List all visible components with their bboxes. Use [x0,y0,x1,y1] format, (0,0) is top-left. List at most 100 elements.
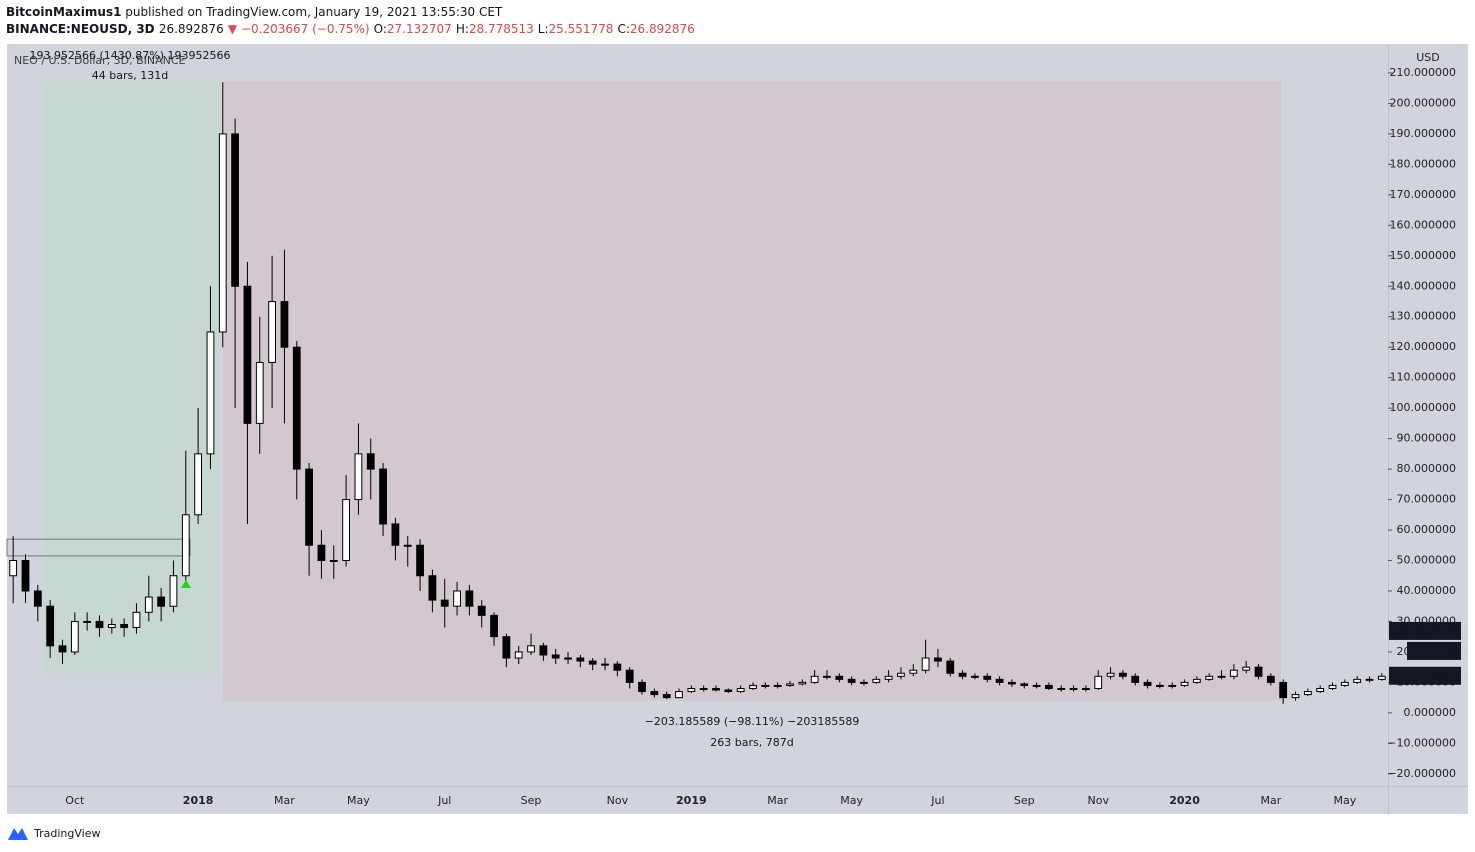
candle-body [1020,683,1029,686]
candle-body [403,544,412,547]
x-tick-label: May [840,794,863,807]
candle-body [810,675,819,683]
x-tick-label: Jul [437,794,451,807]
y-tick-label: 170.000000 [1390,188,1456,201]
candle-body [1217,675,1226,678]
candle-body [576,657,585,662]
header-line-1: BitcoinMaximus1 published on TradingView… [6,5,503,19]
ohlc-value: 26.892876 [630,22,695,36]
x-tick-label: 2018 [183,794,214,807]
candle-body [477,605,486,616]
y-tick-label: 210.000000 [1390,66,1456,79]
candle-body [625,669,634,683]
y-tick-label: 150.000000 [1390,249,1456,262]
x-tick-label: May [347,794,370,807]
candle-body [46,605,55,647]
candle-body [502,636,511,659]
candle-body [391,523,400,546]
header-line-2: BINANCE:NEOUSD, 3D 26.892876 ▼ −0.203667… [6,22,695,36]
candle-body [132,611,141,629]
candle-body [1094,675,1103,689]
y-tick-label: 90.000000 [1397,432,1457,445]
candle-body [58,645,67,653]
candle-body [1205,675,1214,680]
candle-body [9,560,18,577]
measure-label: 193.952566 (1430.87%) 193952566 [30,49,231,62]
candle-body [157,596,166,607]
x-tick-label: Sep [1014,794,1035,807]
candle-body [761,684,770,687]
candle-body [736,687,745,693]
candle-body [231,133,240,287]
candle-body [1192,678,1201,683]
candle-body [699,687,708,690]
y-tick-label: 140.000000 [1390,279,1456,292]
x-tick-label: 2019 [676,794,707,807]
ohlc-key: O: [374,22,387,36]
x-tick-label: Mar [1260,794,1281,807]
candle-body [539,645,548,656]
candle-body [317,544,326,562]
candle-body [95,620,104,629]
candle-body [1377,675,1386,680]
countdown-box [1407,641,1461,660]
candle-body [1131,675,1140,683]
candle-body [588,660,597,665]
footer-brand: TradingView [33,827,100,840]
candle-body [255,361,264,424]
y-tick-label: 180.000000 [1390,157,1456,170]
ohlc-key: L: [538,22,549,36]
ohlc-key: H: [456,22,469,36]
candle-body [1057,687,1066,690]
ohlc-value: 28.778513 [469,22,534,36]
candle-body [514,651,523,659]
candle-body [551,654,560,659]
candle-body [120,623,129,629]
candle-body [921,657,930,671]
measure-range [223,81,1281,701]
y-tick-label: 40.000000 [1397,584,1457,597]
x-tick-label: May [1333,794,1356,807]
candle-body [1328,684,1337,689]
candle-body [1340,681,1349,686]
last-price: 26.892876 [159,22,224,36]
candle-body [601,663,609,666]
candle-body [786,683,794,686]
candle-body [662,694,671,699]
candle-body [675,691,683,699]
y-tick-label: 50.000000 [1397,554,1457,567]
candle-body [1155,684,1164,687]
candle-body [860,681,868,684]
candle-body [1045,684,1053,689]
change: ▼ −0.203667 (−0.75%) [228,22,370,36]
x-tick-label: 2020 [1169,794,1200,807]
y-tick-label: 100.000000 [1390,401,1456,414]
logo: TradingView [8,827,100,840]
candle-body [379,468,387,525]
candle-body [971,675,979,678]
x-tick-label: Nov [607,794,629,807]
candle-body [1008,681,1016,685]
candle-body [1229,669,1238,677]
candle-body [453,590,461,607]
candle-body [1279,681,1288,699]
candle-body [1242,666,1251,671]
candle-body [1316,687,1325,693]
signal-marker [181,580,191,588]
symbol: BINANCE:NEOUSD, 3D [6,22,155,36]
candle-body [490,614,498,638]
candle-body [1365,678,1374,681]
candle-body [428,575,437,601]
candle-body [650,691,659,696]
candle-body [835,675,844,680]
candle-body [1353,678,1362,683]
x-tick-label: Mar [767,794,788,807]
candle-body [934,657,942,662]
candle-body [416,544,424,577]
candle-body [1143,681,1152,686]
candle-body [181,514,190,577]
candle-body [280,300,289,348]
candle-body [83,620,92,623]
watermark: NEO / U.S. Dollar, 3D, BINANCE [14,54,186,67]
x-tick-label: Oct [65,794,85,807]
